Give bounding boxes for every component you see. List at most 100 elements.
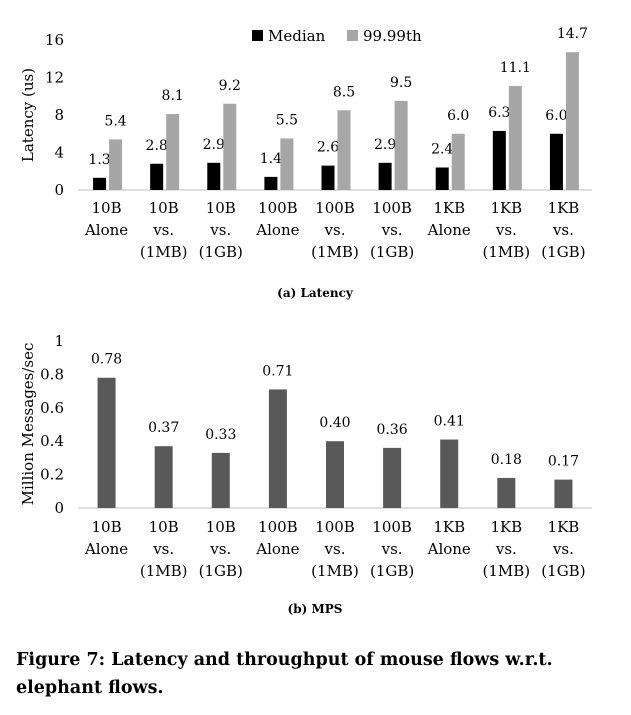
bar-99-99th <box>394 100 408 190</box>
bar-99-99th <box>565 52 579 190</box>
data-label: 8.1 <box>162 88 184 104</box>
bar-mps <box>154 446 173 508</box>
category-label: (1MB) <box>140 243 188 261</box>
category-label: (1GB) <box>199 243 243 261</box>
category-label: 100B <box>372 199 412 217</box>
category-label: vs. <box>152 540 174 558</box>
bar-median <box>492 130 506 190</box>
bar-median <box>93 177 107 190</box>
category-label: (1MB) <box>483 562 531 580</box>
data-label: 14.7 <box>557 26 588 42</box>
category-label: vs. <box>152 221 174 239</box>
category-label: 1KB <box>490 518 522 536</box>
bar-99-99th <box>109 139 123 190</box>
bar-mps <box>326 441 344 508</box>
bar-99-99th <box>337 110 351 190</box>
category-label: 10B <box>206 199 236 217</box>
data-label: 9.5 <box>390 75 412 91</box>
y-tick-label: 4 <box>54 144 64 162</box>
category-label: 100B <box>372 518 412 536</box>
bar-mps <box>554 479 573 508</box>
category-label: (1GB) <box>199 562 243 580</box>
bar-mps <box>97 377 116 508</box>
category-label: (1MB) <box>140 562 188 580</box>
data-label: 5.5 <box>276 112 298 128</box>
bar-median <box>549 133 563 190</box>
category-label: vs. <box>381 221 403 239</box>
y-tick-label: 0.6 <box>40 399 64 417</box>
bar-mps <box>268 389 287 508</box>
category-label: Alone <box>427 221 471 239</box>
data-label: 0.37 <box>148 420 179 436</box>
category-label: vs. <box>552 540 574 558</box>
bar-mps <box>211 452 230 508</box>
category-label: vs. <box>495 221 517 239</box>
legend-label: Median <box>268 27 326 45</box>
bar-99-99th <box>451 133 465 190</box>
y-tick-label: 0.8 <box>40 365 64 383</box>
data-label: 11.1 <box>500 60 531 76</box>
legend-swatch <box>252 30 263 41</box>
data-label: 1.4 <box>260 151 282 167</box>
category-label: 1KB <box>433 518 465 536</box>
data-label: 6.0 <box>545 108 567 124</box>
data-label: 6.3 <box>488 105 510 121</box>
category-label: 1KB <box>490 199 522 217</box>
data-label: 0.40 <box>319 415 350 431</box>
category-label: 100B <box>315 518 355 536</box>
figure-charts: 0 4 8 12 16 Latency (us) 1.3 2.8 2.9 1.4 2.6 2.9 2.4… <box>19 26 592 616</box>
category-label: vs. <box>552 221 574 239</box>
bar-99-99th <box>166 114 180 190</box>
bar-99-99th <box>280 138 294 190</box>
category-label: Alone <box>255 540 299 558</box>
category-label: 10B <box>149 199 179 217</box>
data-label: 1.3 <box>88 152 110 168</box>
data-label: 5.4 <box>104 113 126 129</box>
legend-swatch <box>347 30 358 41</box>
category-label: (1MB) <box>483 243 531 261</box>
category-label: vs. <box>495 540 517 558</box>
category-label: 1KB <box>548 518 580 536</box>
bar-99-99th <box>508 85 522 190</box>
data-label: 8.5 <box>333 84 355 100</box>
category-label: vs. <box>324 221 346 239</box>
y-tick-label: 1 <box>54 332 64 350</box>
bar-mps <box>383 447 402 508</box>
category-label: 10B <box>149 518 179 536</box>
y-axis-label: Million Messages/sec <box>19 343 37 506</box>
data-label: 2.4 <box>431 142 453 158</box>
y-tick-label: 0.4 <box>40 432 64 450</box>
bar-median <box>150 163 164 190</box>
category-label: 10B <box>206 518 236 536</box>
data-label: 0.78 <box>91 352 122 368</box>
bar-median <box>378 162 392 190</box>
category-label: Alone <box>84 221 128 239</box>
category-label: 100B <box>258 518 298 536</box>
data-label: 0.33 <box>205 427 236 443</box>
bar-mps <box>497 477 516 508</box>
category-label: 100B <box>315 199 355 217</box>
data-label: 0.71 <box>262 363 293 379</box>
category-label: 100B <box>258 199 298 217</box>
data-label: 2.9 <box>374 137 396 153</box>
category-label: 1KB <box>548 199 580 217</box>
subplot-title: (a) Latency <box>277 286 354 300</box>
bar-median <box>207 162 221 190</box>
data-label: 6.0 <box>447 108 469 124</box>
bar-median <box>321 165 335 190</box>
data-label: 2.9 <box>203 137 225 153</box>
category-label: (1GB) <box>370 243 414 261</box>
data-label: 2.6 <box>317 140 339 156</box>
y-tick-label: 8 <box>54 106 64 124</box>
data-label: 0.41 <box>434 414 465 430</box>
legend-label: 99.99th <box>363 27 422 45</box>
category-label: Alone <box>427 540 471 558</box>
data-label: 0.17 <box>548 454 579 470</box>
bar-median <box>264 176 278 190</box>
figure-caption: Figure 7: Latency and throughput of mous… <box>16 650 553 698</box>
category-label: vs. <box>209 221 231 239</box>
data-label: 2.8 <box>146 138 168 154</box>
category-label: 10B <box>91 518 121 536</box>
category-label: vs. <box>209 540 231 558</box>
category-label: (1MB) <box>311 243 359 261</box>
